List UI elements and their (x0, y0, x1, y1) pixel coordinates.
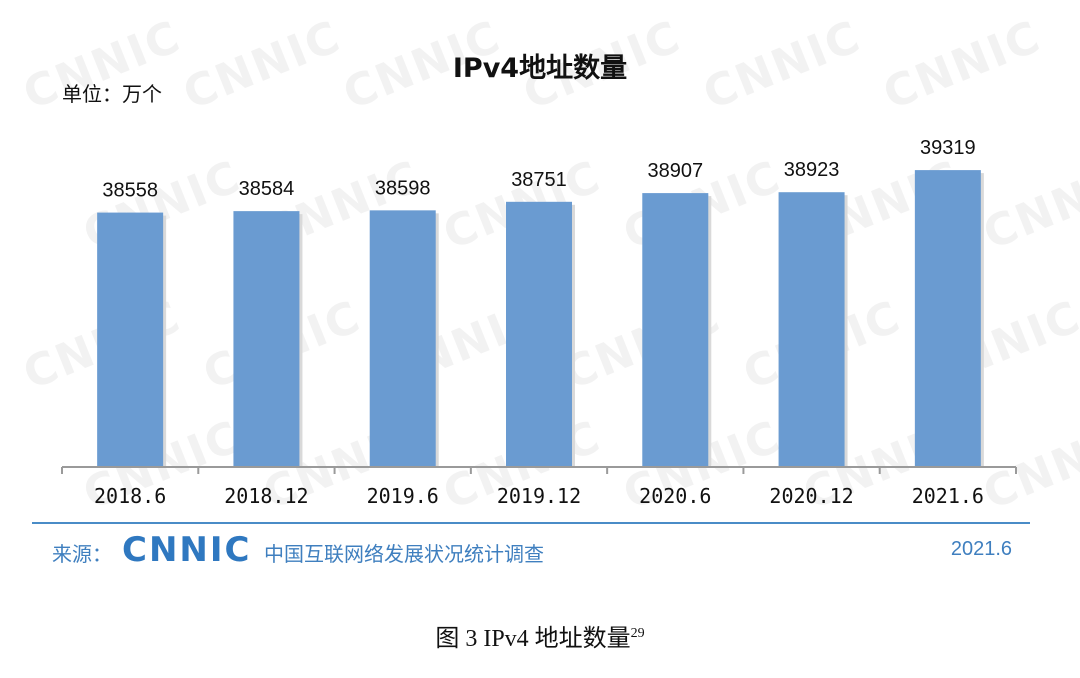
x-tick-label: 2021.6 (912, 484, 984, 508)
x-tick-label: 2019.12 (497, 484, 581, 508)
value-labels-group: 38558 38584 38598 38751 38907 38923 39319 (102, 137, 975, 201)
source-row: 来源： CNNIC 中国互联网络发展状况统计调查 2021.6 (52, 530, 1012, 570)
figure-caption: 图 3 IPv4 地址数量29 (0, 618, 1080, 653)
bars-group (97, 170, 984, 468)
unit-label: 单位：万个 (62, 82, 162, 106)
bar (642, 193, 709, 467)
cnnic-logo: CNNIC (122, 530, 252, 570)
data-label: 38558 (102, 180, 158, 202)
source-prefix: 来源： (52, 542, 112, 566)
bar (97, 212, 164, 467)
source-divider (32, 522, 1030, 524)
caption-text: 图 3 IPv4 地址数量 (435, 626, 631, 652)
x-axis-ticks (61, 467, 1017, 474)
x-tick-label: 2020.6 (639, 484, 711, 508)
data-label: 38751 (511, 169, 567, 191)
caption-footnote: 29 (630, 626, 645, 641)
bar (506, 201, 572, 468)
source-date: 2021.6 (950, 538, 1012, 560)
data-label: 38584 (239, 178, 295, 200)
source-org-name: 中国互联网络发展状况统计调查 (264, 542, 544, 566)
chart-title: IPv4地址数量 (452, 53, 628, 84)
x-tick-label: 2019.6 (367, 484, 439, 508)
data-label: 38923 (784, 159, 840, 181)
bar (914, 170, 981, 467)
x-axis-tick-labels: 2018.6 2018.12 2019.6 2019.12 2020.6 2020.12 2… (94, 484, 984, 508)
data-label: 38907 (647, 160, 703, 182)
x-tick-label: 2018.12 (224, 484, 308, 508)
bar (233, 211, 300, 467)
data-label: 38598 (375, 177, 431, 199)
x-tick-label: 2018.6 (94, 484, 166, 508)
bar (778, 192, 845, 467)
x-tick-label: 2020.12 (769, 484, 853, 508)
bar (369, 210, 436, 467)
data-label: 39319 (920, 137, 976, 159)
bar-chart: 38558 38584 38598 38751 38907 38923 39319 2018… (61, 137, 1017, 508)
